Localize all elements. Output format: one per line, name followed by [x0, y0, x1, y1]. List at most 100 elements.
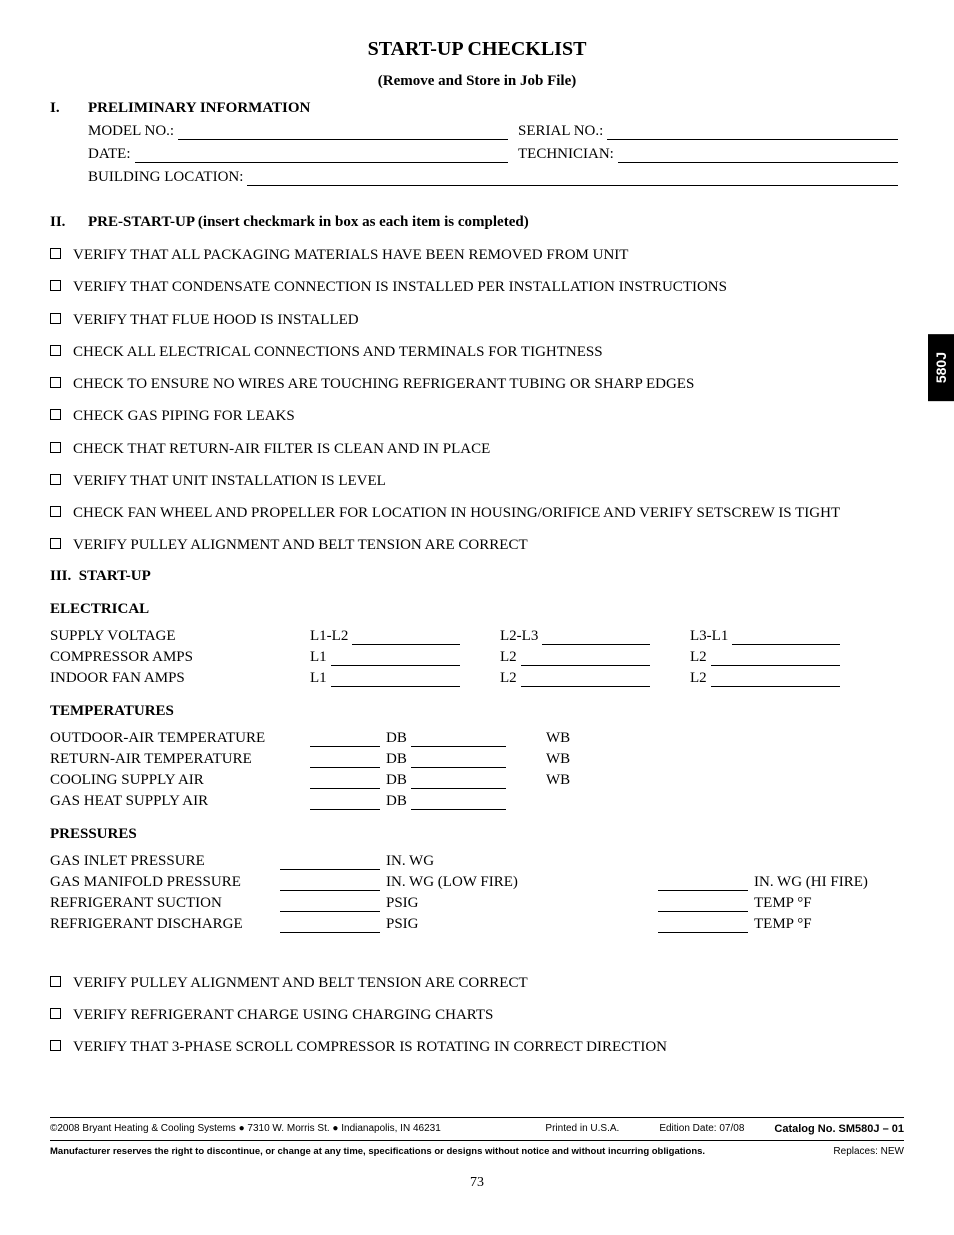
value-input[interactable] — [310, 794, 380, 810]
cell: DB — [386, 751, 506, 768]
value-input[interactable] — [658, 896, 748, 912]
value-input[interactable] — [411, 752, 506, 768]
model-input[interactable] — [178, 124, 508, 140]
cell — [658, 875, 748, 891]
checkbox[interactable] — [50, 474, 61, 485]
check-text: VERIFY THAT FLUE HOOD IS INSTALLED — [73, 310, 904, 330]
check-text: VERIFY THAT CONDENSATE CONNECTION IS INS… — [73, 277, 904, 297]
value-input[interactable] — [411, 731, 506, 747]
serial-label: SERIAL NO.: — [518, 123, 603, 140]
side-tab: 580J — [928, 334, 954, 401]
check-text: VERIFY PULLEY ALIGNMENT AND BELT TENSION… — [73, 535, 904, 555]
loc-input[interactable] — [247, 170, 898, 186]
page-title: START-UP CHECKLIST — [50, 38, 904, 61]
cell: L2 — [690, 649, 840, 666]
cell-label: PSIG — [386, 895, 419, 912]
value-input[interactable] — [310, 731, 380, 747]
check-item: VERIFY THAT CONDENSATE CONNECTION IS INS… — [50, 277, 904, 297]
table-row: COOLING SUPPLY AIRDBWB — [50, 772, 904, 789]
checkbox[interactable] — [50, 280, 61, 291]
cell: L1-L2 — [310, 628, 460, 645]
table-row: INDOOR FAN AMPSL1L2L2 — [50, 670, 904, 687]
value-input[interactable] — [331, 650, 460, 666]
value-input[interactable] — [658, 875, 748, 891]
checkbox[interactable] — [50, 409, 61, 420]
cell-label: IN. WG (HI FIRE) — [754, 874, 868, 891]
checkbox[interactable] — [50, 538, 61, 549]
cell: IN. WG (HI FIRE) — [754, 874, 904, 891]
cell-label: WB — [546, 751, 570, 768]
value-input[interactable] — [658, 917, 748, 933]
section1-label: PRELIMINARY INFORMATION — [88, 100, 310, 117]
section1-heading: I. PRELIMINARY INFORMATION — [50, 100, 904, 117]
footer: ©2008 Bryant Heating & Cooling Systems ●… — [50, 1117, 904, 1157]
value-input[interactable] — [711, 650, 840, 666]
cell-label: L2 — [690, 649, 707, 666]
table-row: REFRIGERANT SUCTIONPSIGTEMP °F — [50, 895, 904, 912]
value-input[interactable] — [411, 794, 506, 810]
tech-input[interactable] — [618, 147, 898, 163]
check-item: CHECK ALL ELECTRICAL CONNECTIONS AND TER… — [50, 342, 904, 362]
cell — [310, 794, 380, 810]
serial-input[interactable] — [607, 124, 898, 140]
value-input[interactable] — [542, 629, 650, 645]
cell: TEMP °F — [754, 895, 904, 912]
pressures-table: GAS INLET PRESSUREIN. WGGAS MANIFOLD PRE… — [50, 853, 904, 933]
value-input[interactable] — [711, 671, 840, 687]
cell-label: DB — [386, 751, 407, 768]
cell — [280, 854, 380, 870]
date-input[interactable] — [135, 147, 509, 163]
value-input[interactable] — [280, 896, 380, 912]
row-label: GAS INLET PRESSURE — [50, 853, 280, 870]
check-text: CHECK ALL ELECTRICAL CONNECTIONS AND TER… — [73, 342, 904, 362]
cell-label: L3-L1 — [690, 628, 728, 645]
cell-label: L2 — [690, 670, 707, 687]
cell: IN. WG — [386, 853, 434, 870]
cell — [658, 917, 748, 933]
temperatures-table: OUTDOOR-AIR TEMPERATUREDBWBRETURN-AIR TE… — [50, 730, 904, 810]
checkbox[interactable] — [50, 248, 61, 259]
checkbox[interactable] — [50, 442, 61, 453]
checkbox[interactable] — [50, 976, 61, 987]
table-row: GAS HEAT SUPPLY AIRDB — [50, 793, 904, 810]
footer-line1: ©2008 Bryant Heating & Cooling Systems ●… — [50, 1117, 904, 1135]
value-input[interactable] — [280, 854, 380, 870]
field-location: BUILDING LOCATION: — [88, 169, 898, 186]
check-text: VERIFY THAT ALL PACKAGING MATERIALS HAVE… — [73, 245, 904, 265]
table-row: REFRIGERANT DISCHARGEPSIGTEMP °F — [50, 916, 904, 933]
section3-heading: III. START-UP — [50, 568, 904, 585]
section2-label: PRE-START-UP (insert checkmark in box as… — [88, 214, 529, 231]
footer-edition: Edition Date: 07/08 — [649, 1123, 774, 1135]
footer-line2: Manufacturer reserves the right to disco… — [50, 1140, 904, 1157]
checkbox[interactable] — [50, 1008, 61, 1019]
value-input[interactable] — [411, 773, 506, 789]
checkbox[interactable] — [50, 506, 61, 517]
checkbox[interactable] — [50, 377, 61, 388]
checkbox[interactable] — [50, 1040, 61, 1051]
cell-label: WB — [546, 772, 570, 789]
value-input[interactable] — [280, 917, 380, 933]
cell: PSIG — [386, 916, 419, 933]
check-item: CHECK THAT RETURN-AIR FILTER IS CLEAN AN… — [50, 439, 904, 459]
temperatures-heading: TEMPERATURES — [50, 703, 904, 720]
pressures-heading: PRESSURES — [50, 826, 904, 843]
value-input[interactable] — [352, 629, 460, 645]
value-input[interactable] — [521, 650, 650, 666]
value-input[interactable] — [280, 875, 380, 891]
cell: L2 — [500, 670, 650, 687]
value-input[interactable] — [732, 629, 840, 645]
cell — [658, 896, 748, 912]
check-text: CHECK TO ENSURE NO WIRES ARE TOUCHING RE… — [73, 374, 904, 394]
value-input[interactable] — [331, 671, 460, 687]
checkbox[interactable] — [50, 345, 61, 356]
check-item: VERIFY THAT ALL PACKAGING MATERIALS HAVE… — [50, 245, 904, 265]
value-input[interactable] — [310, 773, 380, 789]
value-input[interactable] — [521, 671, 650, 687]
value-input[interactable] — [310, 752, 380, 768]
row-label: REFRIGERANT DISCHARGE — [50, 916, 280, 933]
row-label: GAS HEAT SUPPLY AIR — [50, 793, 310, 810]
cell-label: DB — [386, 730, 407, 747]
check-text: VERIFY THAT UNIT INSTALLATION IS LEVEL — [73, 471, 904, 491]
footer-printed: Printed in U.S.A. — [515, 1123, 649, 1135]
checkbox[interactable] — [50, 313, 61, 324]
